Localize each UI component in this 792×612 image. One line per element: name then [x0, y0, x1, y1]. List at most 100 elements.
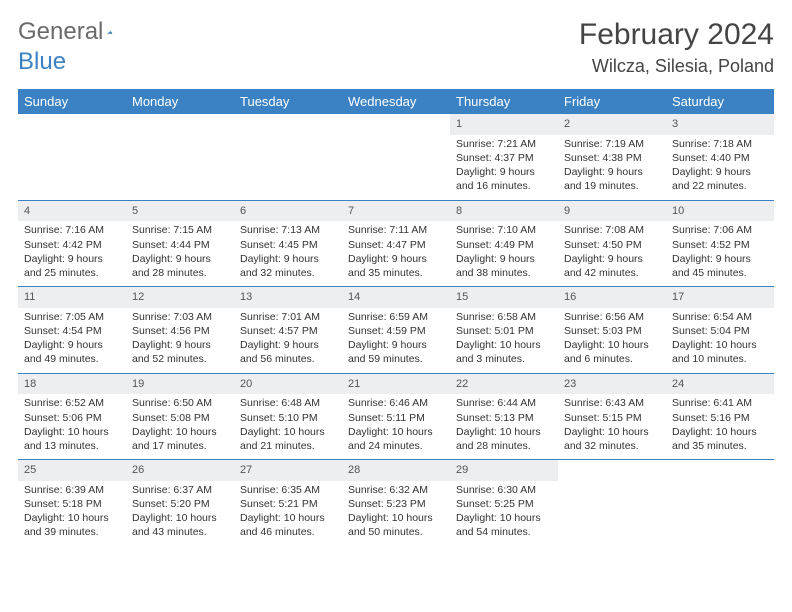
sunrise-text: Sunrise: 6:37 AM [132, 483, 228, 497]
sunrise-text: Sunrise: 6:48 AM [240, 396, 336, 410]
day-body: Sunrise: 6:30 AMSunset: 5:25 PMDaylight:… [450, 481, 558, 546]
day-cell: 7Sunrise: 7:11 AMSunset: 4:47 PMDaylight… [342, 201, 450, 287]
sunrise-text: Sunrise: 6:52 AM [24, 396, 120, 410]
daylight-line2: and 6 minutes. [564, 352, 660, 366]
day-cell: 4Sunrise: 7:16 AMSunset: 4:42 PMDaylight… [18, 201, 126, 287]
day-body: Sunrise: 6:46 AMSunset: 5:11 PMDaylight:… [342, 394, 450, 459]
day-body: Sunrise: 6:35 AMSunset: 5:21 PMDaylight:… [234, 481, 342, 546]
day-cell [558, 460, 666, 546]
day-cell: 20Sunrise: 6:48 AMSunset: 5:10 PMDayligh… [234, 374, 342, 460]
sunset-text: Sunset: 5:16 PM [672, 411, 768, 425]
day-number: 28 [342, 460, 450, 481]
day-body: Sunrise: 7:08 AMSunset: 4:50 PMDaylight:… [558, 221, 666, 286]
daylight-line2: and 3 minutes. [456, 352, 552, 366]
sunset-text: Sunset: 4:59 PM [348, 324, 444, 338]
week-row: 25Sunrise: 6:39 AMSunset: 5:18 PMDayligh… [18, 460, 774, 546]
day-cell: 29Sunrise: 6:30 AMSunset: 5:25 PMDayligh… [450, 460, 558, 546]
day-body: Sunrise: 7:06 AMSunset: 4:52 PMDaylight:… [666, 221, 774, 286]
day-body: Sunrise: 6:39 AMSunset: 5:18 PMDaylight:… [18, 481, 126, 546]
day-number: 21 [342, 374, 450, 395]
sunrise-text: Sunrise: 7:10 AM [456, 223, 552, 237]
day-cell: 25Sunrise: 6:39 AMSunset: 5:18 PMDayligh… [18, 460, 126, 546]
daylight-line2: and 35 minutes. [348, 266, 444, 280]
sunrise-text: Sunrise: 6:44 AM [456, 396, 552, 410]
sunrise-text: Sunrise: 7:03 AM [132, 310, 228, 324]
day-number: 4 [18, 201, 126, 222]
day-number: 12 [126, 287, 234, 308]
daylight-line2: and 22 minutes. [672, 179, 768, 193]
sunset-text: Sunset: 4:45 PM [240, 238, 336, 252]
sunrise-text: Sunrise: 7:19 AM [564, 137, 660, 151]
sunrise-text: Sunrise: 6:30 AM [456, 483, 552, 497]
daylight-line1: Daylight: 9 hours [132, 252, 228, 266]
day-body: Sunrise: 7:03 AMSunset: 4:56 PMDaylight:… [126, 308, 234, 373]
sunrise-text: Sunrise: 6:43 AM [564, 396, 660, 410]
sunset-text: Sunset: 5:20 PM [132, 497, 228, 511]
sunset-text: Sunset: 4:50 PM [564, 238, 660, 252]
daylight-line1: Daylight: 9 hours [240, 252, 336, 266]
sunset-text: Sunset: 5:04 PM [672, 324, 768, 338]
sunset-text: Sunset: 4:49 PM [456, 238, 552, 252]
day-cell: 10Sunrise: 7:06 AMSunset: 4:52 PMDayligh… [666, 201, 774, 287]
daylight-line2: and 28 minutes. [132, 266, 228, 280]
day-number: 8 [450, 201, 558, 222]
day-number: 11 [18, 287, 126, 308]
day-cell: 24Sunrise: 6:41 AMSunset: 5:16 PMDayligh… [666, 374, 774, 460]
sunset-text: Sunset: 5:18 PM [24, 497, 120, 511]
day-number: 7 [342, 201, 450, 222]
day-body: Sunrise: 6:37 AMSunset: 5:20 PMDaylight:… [126, 481, 234, 546]
day-cell: 18Sunrise: 6:52 AMSunset: 5:06 PMDayligh… [18, 374, 126, 460]
daylight-line1: Daylight: 9 hours [564, 165, 660, 179]
daylight-line2: and 24 minutes. [348, 439, 444, 453]
logo-text-blue: Blue [18, 48, 66, 75]
daylight-line2: and 25 minutes. [24, 266, 120, 280]
day-cell [342, 114, 450, 200]
day-number: 24 [666, 374, 774, 395]
daylight-line2: and 13 minutes. [24, 439, 120, 453]
week-row: 11Sunrise: 7:05 AMSunset: 4:54 PMDayligh… [18, 287, 774, 374]
daylight-line2: and 43 minutes. [132, 525, 228, 539]
sunrise-text: Sunrise: 6:41 AM [672, 396, 768, 410]
day-cell: 22Sunrise: 6:44 AMSunset: 5:13 PMDayligh… [450, 374, 558, 460]
day-cell: 9Sunrise: 7:08 AMSunset: 4:50 PMDaylight… [558, 201, 666, 287]
sunrise-text: Sunrise: 6:50 AM [132, 396, 228, 410]
day-number: 5 [126, 201, 234, 222]
sunset-text: Sunset: 4:42 PM [24, 238, 120, 252]
sunrise-text: Sunrise: 7:18 AM [672, 137, 768, 151]
day-body: Sunrise: 7:05 AMSunset: 4:54 PMDaylight:… [18, 308, 126, 373]
day-number: 25 [18, 460, 126, 481]
sunrise-text: Sunrise: 7:01 AM [240, 310, 336, 324]
day-cell: 11Sunrise: 7:05 AMSunset: 4:54 PMDayligh… [18, 287, 126, 373]
sunset-text: Sunset: 5:08 PM [132, 411, 228, 425]
weekday-header-row: SundayMondayTuesdayWednesdayThursdayFrid… [18, 89, 774, 114]
day-body: Sunrise: 7:18 AMSunset: 4:40 PMDaylight:… [666, 135, 774, 200]
sunrise-text: Sunrise: 6:59 AM [348, 310, 444, 324]
sunrise-text: Sunrise: 6:35 AM [240, 483, 336, 497]
day-body: Sunrise: 7:15 AMSunset: 4:44 PMDaylight:… [126, 221, 234, 286]
sunset-text: Sunset: 5:21 PM [240, 497, 336, 511]
sunset-text: Sunset: 5:03 PM [564, 324, 660, 338]
day-cell: 13Sunrise: 7:01 AMSunset: 4:57 PMDayligh… [234, 287, 342, 373]
logo-triangle-icon [107, 23, 112, 41]
month-title: February 2024 [579, 18, 774, 52]
sunset-text: Sunset: 5:11 PM [348, 411, 444, 425]
day-cell: 14Sunrise: 6:59 AMSunset: 4:59 PMDayligh… [342, 287, 450, 373]
day-cell: 26Sunrise: 6:37 AMSunset: 5:20 PMDayligh… [126, 460, 234, 546]
day-number: 15 [450, 287, 558, 308]
day-number: 27 [234, 460, 342, 481]
weekday-header-cell: Friday [558, 89, 666, 114]
day-body: Sunrise: 7:11 AMSunset: 4:47 PMDaylight:… [342, 221, 450, 286]
weekday-header-cell: Tuesday [234, 89, 342, 114]
sunset-text: Sunset: 4:44 PM [132, 238, 228, 252]
day-cell [18, 114, 126, 200]
week-row: 18Sunrise: 6:52 AMSunset: 5:06 PMDayligh… [18, 374, 774, 461]
daylight-line2: and 59 minutes. [348, 352, 444, 366]
week-row: 1Sunrise: 7:21 AMSunset: 4:37 PMDaylight… [18, 114, 774, 201]
daylight-line1: Daylight: 10 hours [240, 511, 336, 525]
logo-text-general: General [18, 18, 103, 46]
day-number: 10 [666, 201, 774, 222]
day-number: 3 [666, 114, 774, 135]
day-cell: 12Sunrise: 7:03 AMSunset: 4:56 PMDayligh… [126, 287, 234, 373]
day-number: 13 [234, 287, 342, 308]
daylight-line1: Daylight: 10 hours [672, 425, 768, 439]
